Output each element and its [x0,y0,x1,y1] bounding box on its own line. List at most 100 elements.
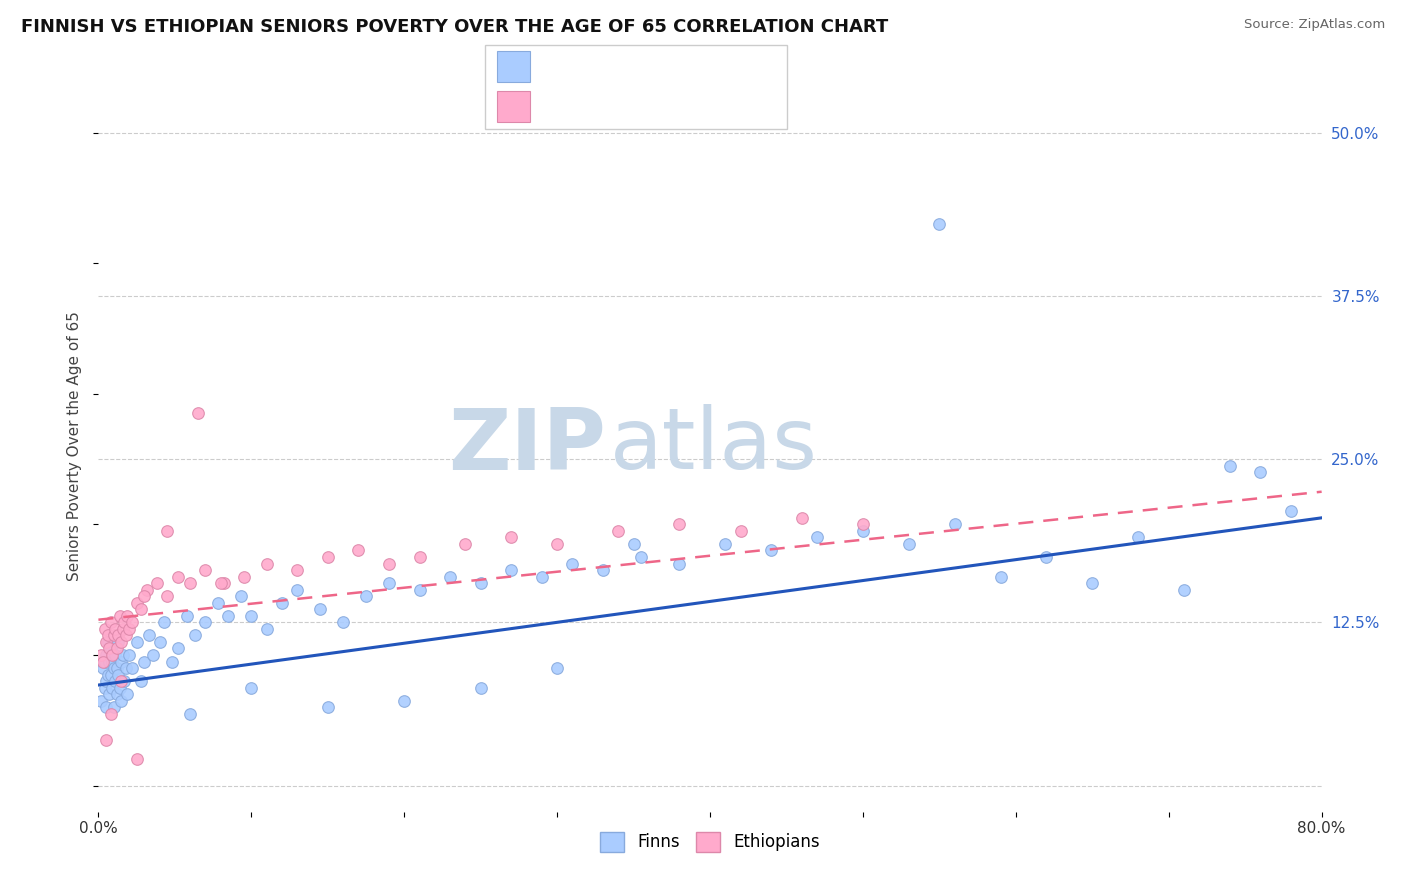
Point [100,706,122,721]
Point [240,681,263,695]
Text: Source: ZipAtlas.com: Source: ZipAtlas.com [1244,18,1385,31]
Point [110,635,132,649]
Point [408,549,430,564]
Point [470,681,492,695]
Point [112,674,135,689]
Point [209,576,232,591]
Point [1279,504,1302,518]
Point [668,557,690,571]
Point [121,615,143,630]
Point [145,576,167,591]
Point [117,608,139,623]
Point [100,641,122,656]
Point [94,674,117,689]
Point [115,661,138,675]
Point [943,517,966,532]
Point [129,602,152,616]
Point [270,596,292,610]
Point [125,752,148,766]
Point [134,655,156,669]
Point [470,576,492,591]
Point [561,557,583,571]
Point [91,655,114,669]
Point [759,543,782,558]
Point [90,694,112,708]
Point [101,648,124,662]
Point [100,667,122,681]
Point [623,537,645,551]
Point [256,622,278,636]
Point [852,524,875,538]
Point [90,648,112,662]
Point [207,596,229,610]
Point [118,622,141,636]
Point [229,589,252,603]
Point [408,582,430,597]
Text: R = 0.106: R = 0.106 [543,97,637,116]
Point [136,582,159,597]
Point [1249,465,1271,479]
Point [332,615,354,630]
Point [104,674,127,689]
Point [91,661,114,675]
Point [103,700,125,714]
Point [392,694,416,708]
Point [93,622,115,636]
Point [107,635,129,649]
Point [285,582,308,597]
Point [546,661,568,675]
Point [156,589,179,603]
Point [285,563,308,577]
Legend: Finns, Ethiopians: Finns, Ethiopians [593,826,827,858]
Point [194,563,217,577]
Point [1035,549,1057,564]
Point [97,635,120,649]
Point [115,628,138,642]
Point [501,563,523,577]
Point [94,700,117,714]
Point [439,569,461,583]
Point [121,661,143,675]
Point [110,674,132,689]
Point [93,681,115,695]
Point [111,622,134,636]
Text: N = 52: N = 52 [672,97,738,116]
Y-axis label: Seniors Poverty Over the Age of 65: Seniors Poverty Over the Age of 65 [67,311,83,581]
Point [125,635,148,649]
Point [101,655,124,669]
Point [184,628,207,642]
Point [354,589,377,603]
Point [105,641,128,656]
Point [897,537,920,551]
Point [138,628,160,642]
Point [118,648,141,662]
Point [1081,576,1104,591]
Point [187,406,209,420]
Point [93,655,115,669]
Point [107,667,129,681]
FancyBboxPatch shape [485,45,787,129]
Point [97,628,120,642]
Point [167,569,190,583]
Point [1128,530,1150,544]
FancyBboxPatch shape [498,91,530,121]
Point [714,537,737,551]
Point [94,732,117,747]
Point [212,576,235,591]
Point [454,537,477,551]
Point [309,602,332,616]
Point [105,687,128,701]
Point [103,628,125,642]
Point [1173,582,1195,597]
Point [217,608,239,623]
Point [111,648,134,662]
Text: N = 86: N = 86 [672,57,738,76]
Point [110,655,132,669]
Point [94,648,117,662]
Point [134,589,156,603]
Point [501,530,523,544]
Point [94,635,117,649]
Point [98,655,121,669]
Point [98,641,121,656]
Point [108,681,131,695]
